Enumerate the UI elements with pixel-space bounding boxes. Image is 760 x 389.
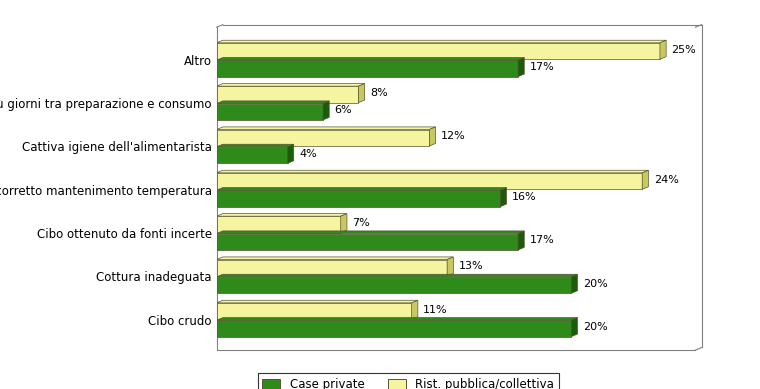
- Legend: Case private, Rist. pubblica/collettiva: Case private, Rist. pubblica/collettiva: [258, 373, 559, 389]
- Text: 25%: 25%: [671, 45, 696, 55]
- Bar: [217, 259, 447, 276]
- Polygon shape: [359, 84, 365, 103]
- Polygon shape: [217, 257, 453, 259]
- Polygon shape: [217, 170, 648, 173]
- Bar: [217, 130, 429, 146]
- Polygon shape: [429, 127, 435, 146]
- Polygon shape: [500, 187, 506, 207]
- Bar: [217, 303, 412, 319]
- Text: 6%: 6%: [334, 105, 352, 116]
- Polygon shape: [217, 274, 578, 277]
- Text: 20%: 20%: [583, 322, 607, 332]
- Text: 20%: 20%: [583, 279, 607, 289]
- Polygon shape: [217, 187, 506, 190]
- Polygon shape: [217, 40, 666, 43]
- Polygon shape: [217, 231, 524, 233]
- Polygon shape: [572, 317, 578, 336]
- Polygon shape: [323, 101, 329, 120]
- Text: 17%: 17%: [530, 62, 554, 72]
- Text: 11%: 11%: [423, 305, 448, 315]
- Polygon shape: [217, 127, 435, 130]
- Bar: [217, 320, 572, 336]
- Polygon shape: [340, 214, 347, 233]
- Bar: [217, 147, 287, 163]
- Text: 7%: 7%: [352, 218, 370, 228]
- Polygon shape: [217, 300, 418, 303]
- Text: 16%: 16%: [512, 192, 537, 202]
- Text: 8%: 8%: [370, 88, 388, 98]
- Polygon shape: [447, 257, 453, 276]
- Text: 24%: 24%: [654, 175, 679, 185]
- Polygon shape: [287, 144, 293, 163]
- Polygon shape: [642, 170, 648, 189]
- Polygon shape: [217, 317, 578, 320]
- Bar: [217, 233, 518, 250]
- Polygon shape: [217, 58, 524, 60]
- Bar: [217, 190, 500, 207]
- Bar: [217, 103, 323, 120]
- Polygon shape: [217, 214, 347, 216]
- Text: 17%: 17%: [530, 235, 554, 245]
- Polygon shape: [217, 101, 329, 103]
- Polygon shape: [412, 300, 418, 319]
- Bar: [217, 60, 518, 77]
- Bar: [217, 173, 642, 189]
- Polygon shape: [572, 274, 578, 293]
- Bar: [217, 277, 572, 293]
- Polygon shape: [217, 144, 293, 147]
- Polygon shape: [518, 58, 524, 77]
- Text: 4%: 4%: [299, 149, 317, 159]
- Polygon shape: [217, 84, 365, 86]
- Polygon shape: [660, 40, 666, 59]
- Bar: [217, 86, 359, 103]
- Bar: [217, 43, 660, 59]
- Text: 13%: 13%: [458, 261, 483, 272]
- Text: 12%: 12%: [441, 131, 466, 142]
- Bar: [217, 216, 340, 233]
- Polygon shape: [518, 231, 524, 250]
